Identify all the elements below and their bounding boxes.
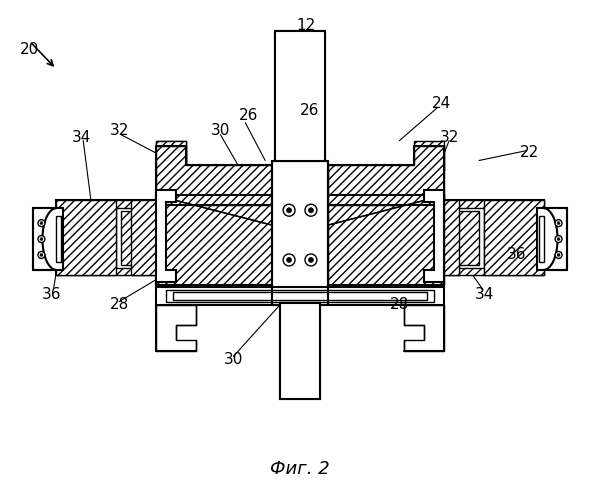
Polygon shape	[156, 285, 272, 304]
Bar	[34, 208, 64, 270]
Circle shape	[555, 252, 562, 258]
Circle shape	[555, 220, 562, 226]
Bar	[166, 290, 434, 302]
Bar	[536, 208, 566, 270]
Bar	[156, 140, 185, 170]
Polygon shape	[484, 200, 544, 275]
Polygon shape	[444, 200, 459, 275]
Text: 36: 36	[41, 287, 61, 302]
Bar	[56, 216, 61, 262]
Bar	[415, 140, 444, 170]
Circle shape	[308, 208, 313, 212]
Circle shape	[40, 222, 43, 224]
Polygon shape	[56, 200, 156, 275]
Polygon shape	[328, 196, 444, 285]
Text: 26: 26	[300, 104, 320, 118]
Circle shape	[38, 220, 45, 226]
Polygon shape	[328, 285, 444, 304]
Bar	[539, 216, 544, 262]
Bar	[275, 31, 325, 160]
Polygon shape	[56, 200, 116, 275]
Polygon shape	[424, 190, 444, 282]
Polygon shape	[404, 304, 444, 352]
Bar	[116, 208, 156, 268]
Text: 28: 28	[109, 297, 128, 312]
Text: Фиг. 2: Фиг. 2	[270, 460, 330, 478]
Polygon shape	[328, 146, 444, 205]
Text: 24: 24	[431, 96, 451, 112]
Circle shape	[555, 236, 562, 242]
Circle shape	[557, 238, 560, 240]
Text: 34: 34	[475, 287, 494, 302]
Circle shape	[287, 258, 292, 262]
Polygon shape	[156, 140, 185, 170]
Text: 32: 32	[439, 130, 459, 145]
Text: 30: 30	[211, 123, 230, 138]
Bar	[121, 211, 151, 265]
Bar	[272, 160, 328, 304]
Text: 28: 28	[390, 297, 409, 312]
Circle shape	[38, 252, 45, 258]
Text: 34: 34	[71, 130, 91, 145]
Circle shape	[287, 208, 292, 212]
Polygon shape	[156, 196, 272, 285]
Polygon shape	[444, 200, 544, 275]
Bar	[275, 31, 325, 160]
Bar	[444, 208, 484, 268]
Polygon shape	[156, 196, 272, 285]
Bar	[173, 292, 427, 300]
Bar	[156, 287, 444, 304]
Polygon shape	[156, 146, 272, 205]
Polygon shape	[328, 196, 444, 285]
Polygon shape	[156, 190, 176, 282]
Text: 36: 36	[507, 248, 527, 262]
Circle shape	[557, 254, 560, 256]
Circle shape	[40, 254, 43, 256]
Bar	[449, 211, 479, 265]
Bar	[56, 200, 156, 275]
Circle shape	[283, 204, 295, 216]
Text: 26: 26	[239, 108, 258, 123]
Text: 32: 32	[109, 123, 128, 138]
Polygon shape	[156, 304, 196, 352]
Circle shape	[308, 258, 313, 262]
Text: 22: 22	[520, 145, 539, 160]
Polygon shape	[131, 200, 156, 275]
Circle shape	[38, 236, 45, 242]
Polygon shape	[156, 285, 176, 304]
Circle shape	[305, 254, 317, 266]
Text: 30: 30	[224, 352, 243, 367]
Circle shape	[305, 204, 317, 216]
Text: 20: 20	[20, 42, 39, 56]
Bar	[444, 200, 544, 275]
Bar	[280, 302, 320, 399]
Circle shape	[283, 254, 295, 266]
Text: 12: 12	[296, 18, 316, 33]
Circle shape	[40, 238, 43, 240]
Circle shape	[557, 222, 560, 224]
Bar	[280, 302, 320, 399]
